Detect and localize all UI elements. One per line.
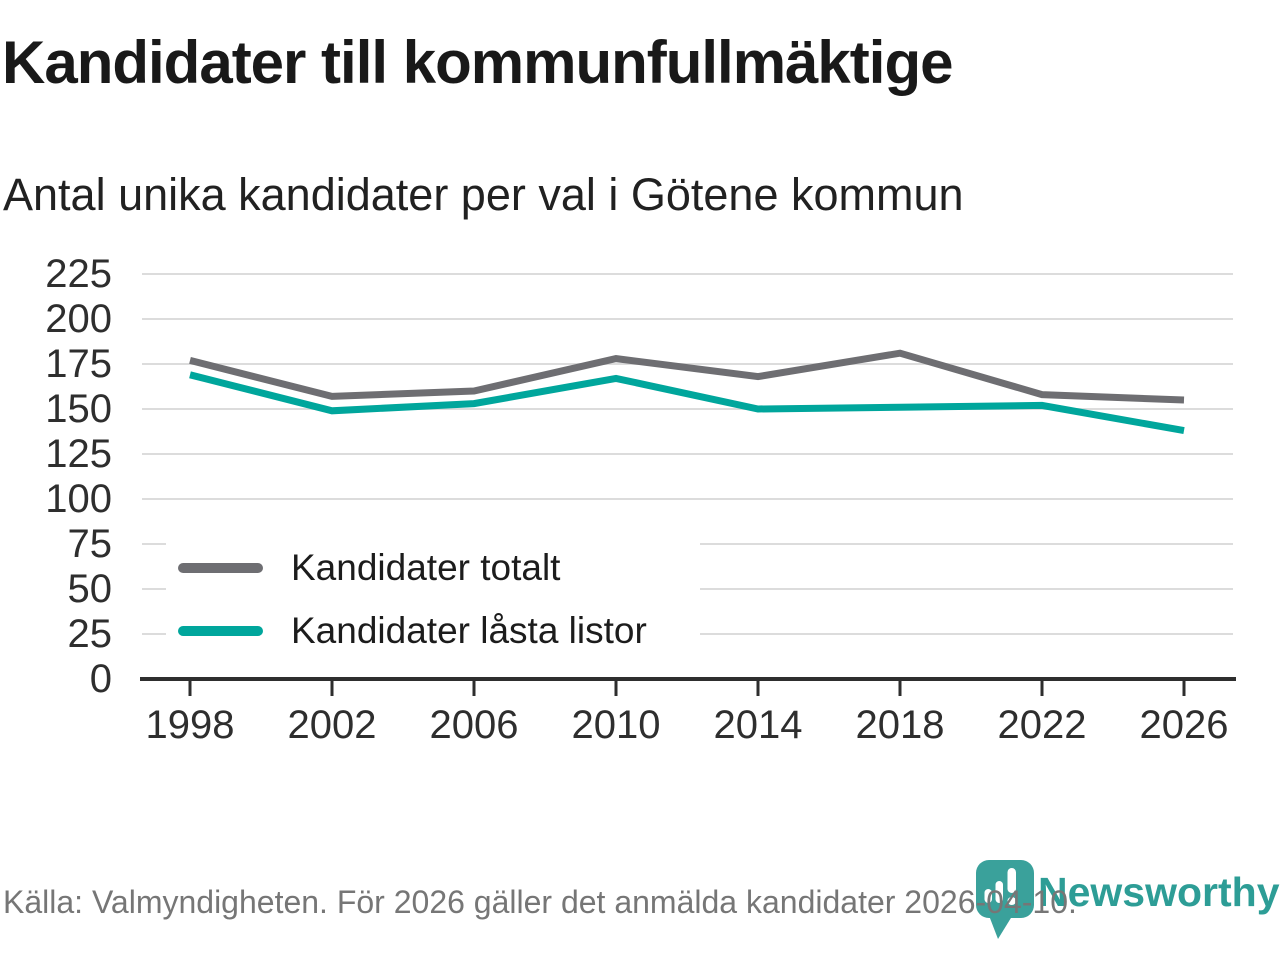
legend-swatch <box>178 562 263 573</box>
legend-label: Kandidater låsta listor <box>291 609 647 651</box>
legend-item: Kandidater låsta listor <box>166 610 700 652</box>
x-axis-label: 2022 <box>997 703 1087 747</box>
series-line-kandidater-totalt <box>189 349 1185 404</box>
x-axis-label: 1998 <box>145 703 235 747</box>
chart-legend: Kandidater totalt Kandidater låsta listor <box>166 536 700 662</box>
y-axis-label: 100 <box>45 477 112 521</box>
legend-label: Kandidater totalt <box>291 546 561 588</box>
y-axis-label: 125 <box>45 432 112 476</box>
source-note: Källa: Valmyndigheten. För 2026 gäller d… <box>3 884 1077 920</box>
x-axis-label: 2006 <box>429 703 519 747</box>
series-line-kandidater-låsta-listor <box>189 371 1185 435</box>
x-axis-label: 2014 <box>713 703 803 747</box>
newsworthy-pin-barchart-icon <box>976 860 1034 939</box>
x-axis-label: 2010 <box>571 703 661 747</box>
chart-subtitle: Antal unika kandidater per val i Götene … <box>3 169 964 220</box>
x-axis-label: 2002 <box>287 703 377 747</box>
y-axis-label: 50 <box>67 567 113 611</box>
y-axis-label: 200 <box>45 297 112 341</box>
y-axis-label: 225 <box>45 252 112 296</box>
x-axis-label: 2018 <box>855 703 945 747</box>
y-axis-label: 75 <box>67 522 113 566</box>
x-axis-label: 2026 <box>1139 703 1229 747</box>
page-title: Kandidater till kommunfullmäktige <box>2 29 953 96</box>
newsworthy-wordmark: Newsworthy <box>1038 869 1280 915</box>
legend-item: Kandidater totalt <box>166 547 700 589</box>
y-axis-label: 175 <box>45 342 112 386</box>
y-axis-label: 0 <box>89 657 112 701</box>
y-axis-label: 150 <box>45 387 112 431</box>
y-axis-label: 25 <box>67 612 113 656</box>
legend-swatch <box>178 625 263 636</box>
